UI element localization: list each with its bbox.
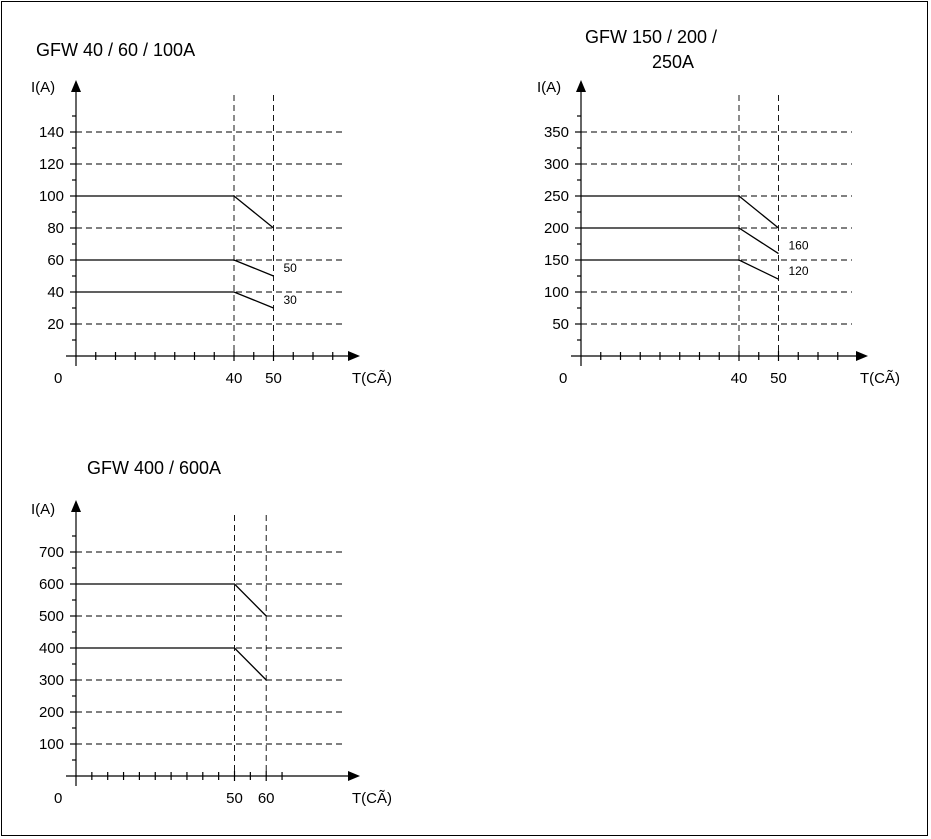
series-line-2 <box>581 228 779 254</box>
y-tick-label: 20 <box>47 316 64 333</box>
y-tick-label: 300 <box>544 156 569 173</box>
y-axis-label: I(A) <box>31 79 55 96</box>
series-line-3 <box>76 292 274 308</box>
y-tick-label: 100 <box>39 736 64 753</box>
y-tick-label: 100 <box>39 188 64 205</box>
x-tick-label: 40 <box>731 370 748 387</box>
y-tick-label: 50 <box>552 316 569 333</box>
y-tick-label: 80 <box>47 220 64 237</box>
y-tick-label: 100 <box>544 284 569 301</box>
x-tick-label: 50 <box>770 370 787 387</box>
y-axis-arrow <box>576 80 586 92</box>
y-tick-label: 200 <box>544 220 569 237</box>
y-tick-label: 700 <box>39 544 64 561</box>
y-tick-label: 60 <box>47 252 64 269</box>
y-tick-label: 500 <box>39 608 64 625</box>
y-axis-label: I(A) <box>31 501 55 518</box>
series-line-2 <box>76 648 266 680</box>
x-axis-label: T(CÃ) <box>352 790 392 807</box>
x-axis-arrow <box>348 771 360 781</box>
series-end-label: 50 <box>284 261 298 275</box>
series-line-1 <box>76 584 266 616</box>
x-tick-label: 50 <box>226 790 243 807</box>
series-end-label: 30 <box>284 293 298 307</box>
y-tick-label: 140 <box>39 124 64 141</box>
chart-3: GFW 400 / 600A 100 200 300 400 500 600 700 50 60 I… <box>31 458 392 807</box>
x-tick-label: 60 <box>258 790 275 807</box>
y-tick-label: 120 <box>39 156 64 173</box>
series-line-1 <box>581 196 779 228</box>
y-tick-label: 400 <box>39 640 64 657</box>
origin-label: 0 <box>54 790 62 807</box>
x-axis-arrow <box>856 351 868 361</box>
chart-title: 250A <box>652 52 694 72</box>
origin-label: 0 <box>559 370 567 387</box>
series-line-2 <box>76 260 274 276</box>
y-axis-label: I(A) <box>537 79 561 96</box>
chart-title: GFW 400 / 600A <box>87 458 221 478</box>
x-axis-label: T(CÃ) <box>860 370 900 387</box>
y-tick-label: 300 <box>39 672 64 689</box>
y-tick-label: 40 <box>47 284 64 301</box>
chart-2: GFW 150 / 200 / 250A 50 100 150 200 250 300 350 4… <box>537 27 900 387</box>
chart-title: GFW 150 / 200 / <box>585 27 717 47</box>
x-axis-arrow <box>348 351 360 361</box>
y-tick-label: 250 <box>544 188 569 205</box>
x-axis-label: T(CÃ) <box>352 370 392 387</box>
series-end-label: 120 <box>789 264 809 278</box>
y-tick-label: 150 <box>544 252 569 269</box>
y-axis-arrow <box>71 80 81 92</box>
y-axis-arrow <box>71 500 81 512</box>
series-line-1 <box>76 196 274 228</box>
series-end-label: 160 <box>789 239 809 253</box>
y-tick-label: 350 <box>544 124 569 141</box>
y-tick-label: 600 <box>39 576 64 593</box>
chart-title: GFW 40 / 60 / 100A <box>36 40 195 60</box>
y-tick-label: 200 <box>39 704 64 721</box>
chart-1: GFW 40 / 60 / 100A 20 40 60 80 100 120 140 40 50 I… <box>31 40 392 387</box>
x-tick-label: 40 <box>226 370 243 387</box>
series-line-3 <box>581 260 779 279</box>
x-tick-label: 50 <box>265 370 282 387</box>
origin-label: 0 <box>54 370 62 387</box>
